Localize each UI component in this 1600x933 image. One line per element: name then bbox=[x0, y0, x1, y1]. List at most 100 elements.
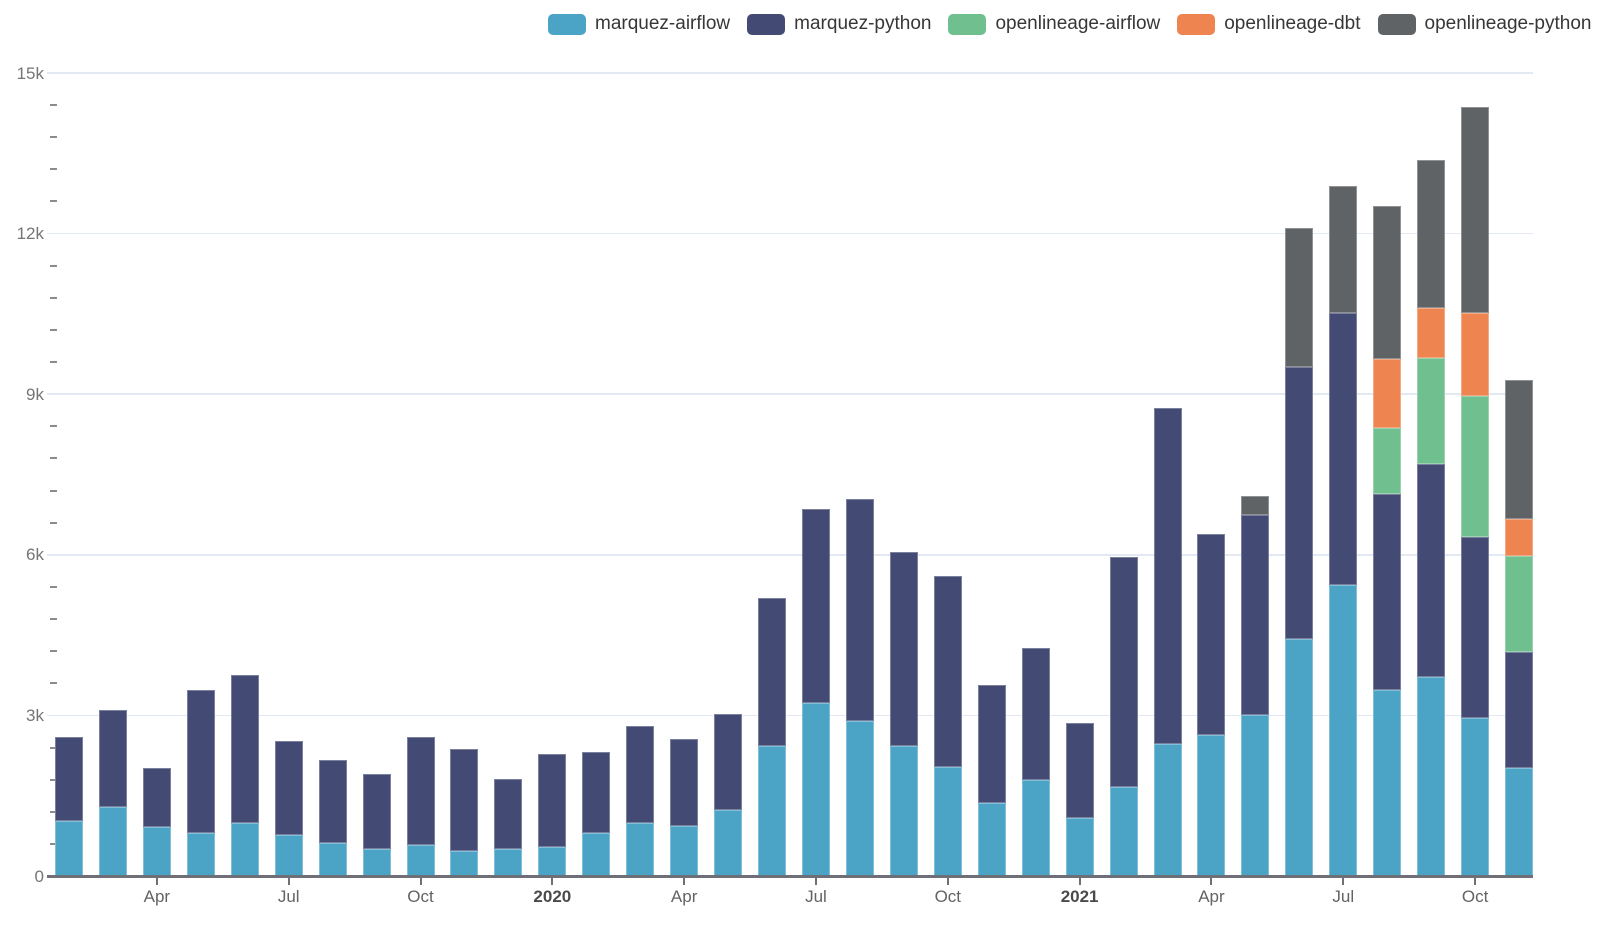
bar-segment-marquez-airflow[interactable] bbox=[406, 844, 435, 876]
legend-item-openlineage-airflow[interactable]: openlineage-airflow bbox=[948, 13, 1160, 35]
bar-segment-marquez-python[interactable] bbox=[801, 509, 830, 704]
bar-segment-marquez-python[interactable] bbox=[538, 754, 567, 848]
bar-segment-marquez-airflow[interactable] bbox=[626, 823, 655, 876]
bar-segment-marquez-python[interactable] bbox=[1285, 367, 1314, 639]
y-axis-minor-tick bbox=[50, 618, 57, 621]
bar-segment-marquez-python[interactable] bbox=[845, 498, 874, 721]
bar-segment-marquez-python[interactable] bbox=[55, 736, 83, 822]
bar-segment-marquez-airflow[interactable] bbox=[582, 833, 611, 876]
x-axis-label: Jul bbox=[277, 887, 300, 906]
bar-segment-marquez-python[interactable] bbox=[626, 725, 655, 823]
legend-item-openlineage-dbt[interactable]: openlineage-dbt bbox=[1177, 13, 1361, 35]
bar-segment-openlineage-python[interactable] bbox=[1241, 495, 1270, 516]
bar-segment-marquez-airflow[interactable] bbox=[977, 802, 1006, 876]
bar-segment-marquez-airflow[interactable] bbox=[1065, 817, 1094, 876]
x-axis-tick bbox=[1210, 877, 1213, 885]
y-axis-minor-tick bbox=[50, 264, 57, 267]
bar-segment-marquez-airflow[interactable] bbox=[670, 826, 699, 876]
bar-segment-marquez-airflow[interactable] bbox=[1109, 786, 1138, 876]
bar-segment-marquez-airflow[interactable] bbox=[1285, 638, 1314, 876]
bar-segment-marquez-airflow[interactable] bbox=[801, 703, 830, 876]
bar-segment-marquez-airflow[interactable] bbox=[318, 842, 347, 876]
bar-segment-openlineage-python[interactable] bbox=[1461, 107, 1490, 314]
bar-segment-openlineage-airflow[interactable] bbox=[1461, 395, 1490, 538]
gridline bbox=[47, 72, 1533, 74]
bar-segment-marquez-airflow[interactable] bbox=[1373, 689, 1402, 876]
bar-segment-marquez-python[interactable] bbox=[450, 748, 479, 851]
bar-segment-marquez-python[interactable] bbox=[1417, 464, 1446, 678]
legend-swatch-icon bbox=[948, 13, 987, 35]
y-axis-label: 0 bbox=[34, 866, 44, 886]
bar-segment-openlineage-dbt[interactable] bbox=[1461, 313, 1490, 396]
bar-segment-marquez-python[interactable] bbox=[670, 739, 699, 827]
bar-segment-marquez-airflow[interactable] bbox=[1461, 717, 1490, 876]
bar-segment-marquez-python[interactable] bbox=[1109, 557, 1138, 787]
bar-segment-marquez-python[interactable] bbox=[230, 675, 259, 824]
bar-segment-marquez-python[interactable] bbox=[318, 760, 347, 843]
bar-segment-marquez-airflow[interactable] bbox=[1417, 677, 1446, 876]
bar-segment-marquez-airflow[interactable] bbox=[1153, 744, 1182, 876]
bar-segment-marquez-python[interactable] bbox=[274, 741, 303, 836]
bar-segment-marquez-python[interactable] bbox=[1461, 537, 1490, 718]
bar-segment-marquez-python[interactable] bbox=[1065, 723, 1094, 818]
bar-segment-marquez-airflow[interactable] bbox=[1329, 584, 1358, 876]
bar-segment-marquez-airflow[interactable] bbox=[889, 745, 918, 876]
bar-segment-marquez-python[interactable] bbox=[1153, 407, 1182, 745]
bar-segment-marquez-python[interactable] bbox=[186, 689, 215, 833]
bar-segment-openlineage-dbt[interactable] bbox=[1505, 519, 1534, 556]
bar-segment-openlineage-dbt[interactable] bbox=[1417, 307, 1446, 359]
bar-segment-openlineage-airflow[interactable] bbox=[1373, 428, 1402, 495]
bar-segment-marquez-python[interactable] bbox=[362, 774, 391, 849]
bar-segment-marquez-airflow[interactable] bbox=[933, 767, 962, 876]
x-axis-label: 2021 bbox=[1060, 887, 1099, 906]
bar-segment-marquez-airflow[interactable] bbox=[1505, 768, 1534, 876]
bar-segment-marquez-python[interactable] bbox=[977, 684, 1006, 803]
bar-segment-marquez-python[interactable] bbox=[494, 778, 523, 849]
bar-segment-marquez-python[interactable] bbox=[1373, 494, 1402, 690]
bar-segment-openlineage-python[interactable] bbox=[1417, 159, 1446, 308]
bar-segment-marquez-airflow[interactable] bbox=[142, 826, 171, 876]
bar-segment-openlineage-dbt[interactable] bbox=[1373, 358, 1402, 429]
bar-segment-marquez-python[interactable] bbox=[142, 767, 171, 827]
bar-segment-marquez-airflow[interactable] bbox=[845, 720, 874, 876]
bar-segment-marquez-python[interactable] bbox=[758, 597, 787, 747]
x-axis-tick bbox=[1342, 877, 1345, 885]
bar-segment-openlineage-airflow[interactable] bbox=[1505, 555, 1534, 653]
bar-segment-marquez-python[interactable] bbox=[406, 737, 435, 845]
bar-segment-marquez-airflow[interactable] bbox=[714, 810, 743, 876]
bar-segment-marquez-python[interactable] bbox=[98, 710, 127, 807]
bar-segment-openlineage-python[interactable] bbox=[1505, 379, 1534, 520]
bar-segment-marquez-airflow[interactable] bbox=[758, 746, 787, 876]
bar-segment-marquez-python[interactable] bbox=[582, 751, 611, 834]
bar-segment-marquez-airflow[interactable] bbox=[98, 806, 127, 876]
bar-segment-marquez-airflow[interactable] bbox=[494, 848, 523, 876]
bar-segment-marquez-python[interactable] bbox=[889, 552, 918, 746]
bar-segment-marquez-python[interactable] bbox=[1505, 652, 1534, 769]
bar-segment-openlineage-python[interactable] bbox=[1285, 228, 1314, 368]
bar-segment-openlineage-python[interactable] bbox=[1373, 206, 1402, 359]
bar-segment-marquez-python[interactable] bbox=[714, 713, 743, 811]
legend-item-openlineage-python[interactable]: openlineage-python bbox=[1377, 13, 1591, 35]
bar-segment-marquez-airflow[interactable] bbox=[186, 832, 215, 876]
bar-segment-marquez-python[interactable] bbox=[1329, 312, 1358, 585]
y-axis-minor-tick bbox=[50, 585, 57, 588]
bar-segment-marquez-airflow[interactable] bbox=[1241, 715, 1270, 876]
bar-segment-marquez-python[interactable] bbox=[1021, 648, 1050, 781]
bar-segment-marquez-python[interactable] bbox=[933, 576, 962, 768]
bar-segment-marquez-airflow[interactable] bbox=[1197, 735, 1226, 876]
legend-item-marquez-python[interactable]: marquez-python bbox=[747, 13, 931, 35]
bar-segment-marquez-python[interactable] bbox=[1197, 534, 1226, 736]
bar-segment-marquez-airflow[interactable] bbox=[55, 821, 83, 876]
bar-segment-openlineage-python[interactable] bbox=[1329, 186, 1358, 313]
legend-item-marquez-airflow[interactable]: marquez-airflow bbox=[548, 13, 730, 35]
bar-segment-marquez-airflow[interactable] bbox=[1021, 780, 1050, 876]
bar-segment-marquez-airflow[interactable] bbox=[538, 847, 567, 876]
bar-segment-marquez-airflow[interactable] bbox=[230, 823, 259, 876]
y-axis-label: 9k bbox=[26, 384, 44, 404]
bar-segment-marquez-python[interactable] bbox=[1241, 515, 1270, 716]
bar-segment-openlineage-airflow[interactable] bbox=[1417, 358, 1446, 465]
x-axis-label: Oct bbox=[1461, 887, 1489, 906]
bar-segment-marquez-airflow[interactable] bbox=[274, 835, 303, 876]
bar-segment-marquez-airflow[interactable] bbox=[362, 848, 391, 876]
bar-segment-marquez-airflow[interactable] bbox=[450, 850, 479, 876]
